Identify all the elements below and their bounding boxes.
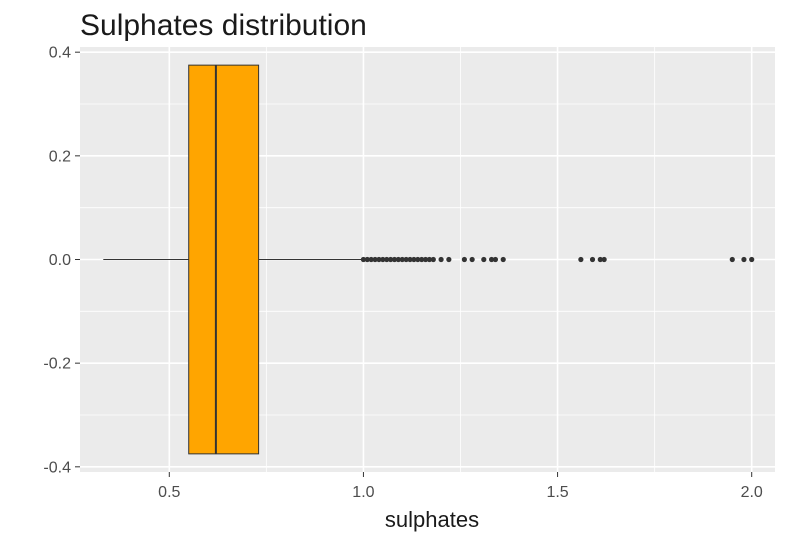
outlier-point <box>741 256 747 263</box>
outlier-point <box>376 256 382 263</box>
outlier-point <box>380 256 386 263</box>
outlier-point <box>749 256 755 263</box>
outlier-point <box>391 256 398 263</box>
outlier-point <box>488 256 495 263</box>
outlier-point <box>597 256 603 263</box>
outlier-point <box>461 256 467 263</box>
outlier-point <box>729 256 735 263</box>
outlier-point <box>469 256 475 263</box>
outlier-point <box>372 256 378 263</box>
x-tick-label: 1.0 <box>352 484 374 501</box>
boxplot <box>103 64 364 455</box>
outlier-point <box>446 256 452 263</box>
x-tick-label: 0.5 <box>158 484 180 501</box>
outlier-point <box>395 256 401 263</box>
x-axis: 0.5 1.0 1.5 2.0 <box>158 472 763 501</box>
y-axis: -0.4 -0.2 0.0 0.2 0.4 <box>43 45 80 476</box>
y-tick-label: -0.4 <box>43 459 71 476</box>
outlier-point <box>500 256 506 263</box>
outlier-point <box>384 256 390 263</box>
outlier-point <box>589 256 596 263</box>
y-tick-label: -0.2 <box>43 356 71 373</box>
y-tick-label: 0.2 <box>49 148 71 165</box>
x-axis-label: sulphates <box>385 507 479 532</box>
x-tick-label: 2.0 <box>741 484 763 501</box>
outlier-point <box>403 256 409 263</box>
outlier-point <box>492 256 499 263</box>
outlier-point <box>578 256 584 263</box>
outlier-point <box>399 256 405 263</box>
chart-title: Sulphates distribution <box>80 9 367 42</box>
outlier-point <box>411 256 417 263</box>
outlier-point <box>364 256 370 263</box>
x-tick-label: 1.5 <box>546 484 568 501</box>
outlier-point <box>601 256 607 263</box>
outlier-points <box>360 256 755 263</box>
outlier-point <box>430 256 436 263</box>
outlier-point <box>388 256 394 263</box>
outlier-point <box>407 256 413 263</box>
outlier-point <box>360 256 367 263</box>
y-tick-label: 0.4 <box>49 45 71 62</box>
outlier-point <box>415 256 421 263</box>
outlier-point <box>481 256 487 263</box>
outlier-point <box>438 256 444 263</box>
y-tick-label: 0.0 <box>49 252 71 269</box>
box-iqr <box>188 64 260 455</box>
outlier-point <box>422 256 429 263</box>
outlier-point <box>368 256 374 263</box>
outlier-point <box>426 256 433 263</box>
outlier-point <box>419 256 425 263</box>
